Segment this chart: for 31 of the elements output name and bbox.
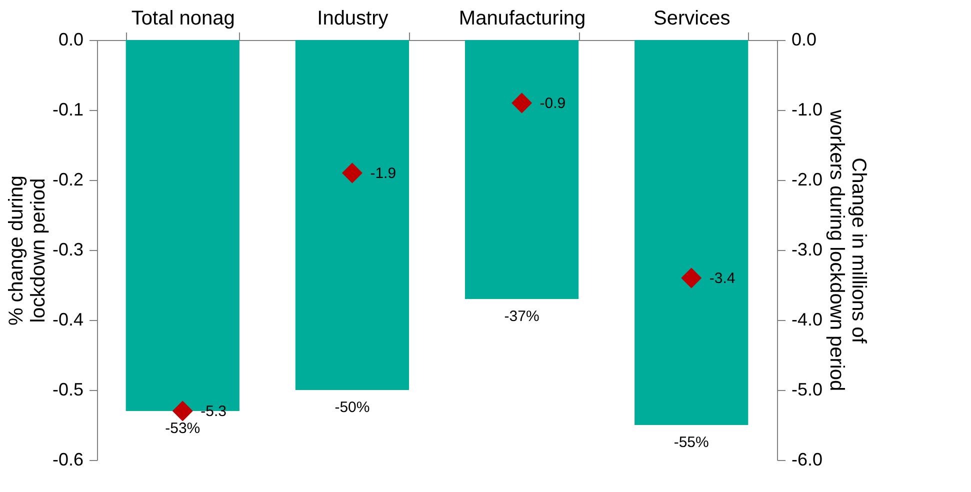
point — [172, 400, 193, 422]
y-tick-label: -0.6 — [52, 450, 84, 470]
x-tick-label: Industry — [317, 8, 388, 30]
data-label: -55% — [674, 434, 709, 451]
data-label: -37% — [504, 308, 540, 325]
y2-tick-label: -5.0 — [792, 380, 823, 400]
point — [512, 92, 532, 114]
y-axis-title: % change during lockdown period — [5, 175, 50, 326]
data-label: -1.9 — [370, 165, 396, 182]
y-tick-label: -0.4 — [52, 310, 84, 330]
y-tick-label: -0.5 — [52, 380, 84, 400]
y2-tick-label: -2.0 — [792, 170, 823, 190]
y-tick-label: 0.0 — [58, 30, 84, 50]
point — [342, 162, 362, 184]
y2-tick-label: -6.0 — [792, 450, 823, 470]
x-tick-label: Services — [654, 8, 730, 30]
data-label: -53% — [165, 420, 200, 437]
y-tick-label: -0.3 — [52, 240, 84, 260]
y-tick-label: -0.1 — [52, 100, 84, 120]
data-label: -3.4 — [709, 270, 736, 287]
data-label: -50% — [334, 399, 370, 416]
y-tick-label: -0.2 — [52, 170, 84, 190]
x-tick-label: Manufacturing — [458, 8, 586, 30]
data-label: -0.9 — [540, 95, 566, 112]
y2-tick-label: -3.0 — [792, 240, 823, 260]
point — [681, 268, 702, 288]
x-tick-label: Total nonag — [131, 8, 235, 30]
y2-tick-label: -4.0 — [792, 310, 823, 330]
y2-tick-label: -1.0 — [792, 100, 823, 120]
y2-tick-label: 0.0 — [792, 30, 817, 50]
y2-axis-title: Change in millions of workers during lockdown period — [826, 108, 870, 392]
